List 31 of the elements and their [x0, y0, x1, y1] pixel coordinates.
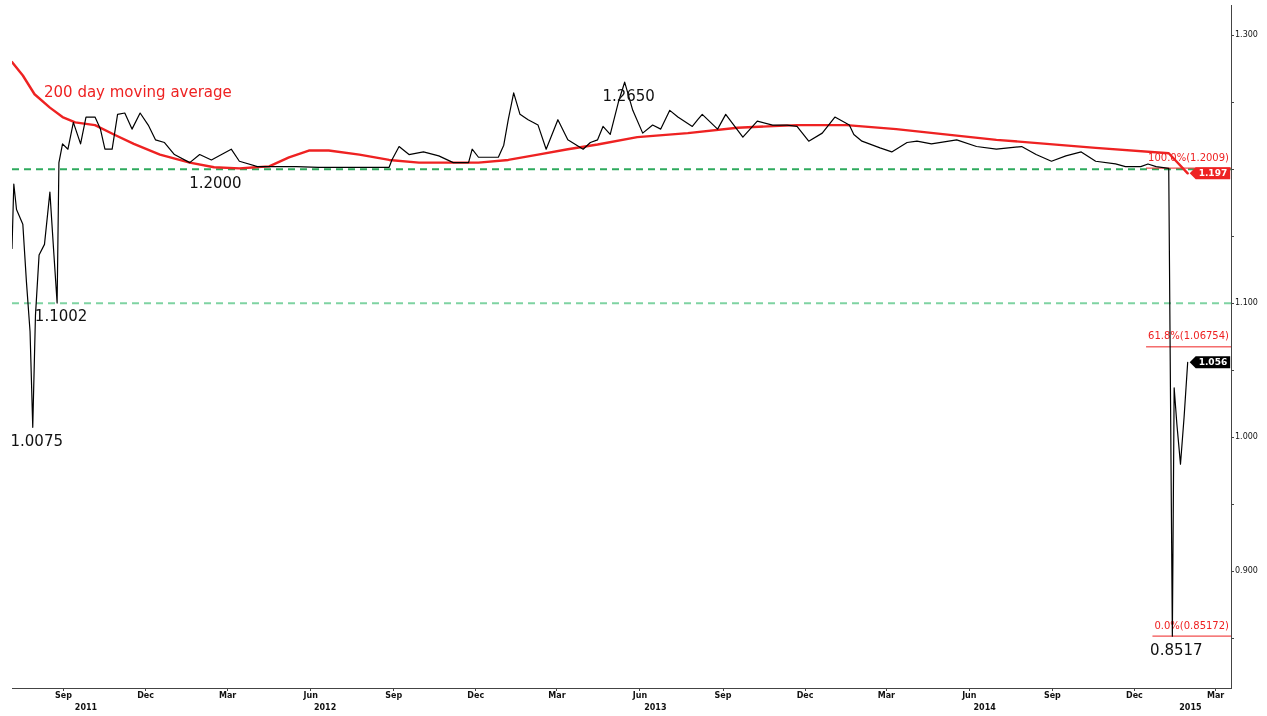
- x-tick-label: Mar: [218, 690, 237, 700]
- x-tick-label: Sep: [714, 690, 732, 700]
- annotation: 1.0075: [10, 431, 63, 450]
- x2-tick-label: 2014: [973, 702, 997, 712]
- data-label: 1.197: [1198, 168, 1228, 179]
- x-tick-label: Dec: [467, 690, 485, 700]
- x-tick-label: Sep: [54, 690, 73, 700]
- x2-tick-label: 2015: [1179, 702, 1202, 712]
- x-tick-label: Jun: [631, 690, 648, 700]
- x-tick-label: Jun: [961, 690, 977, 700]
- y-tick-label: 0.900: [1235, 566, 1258, 576]
- x-tick-label: Jun: [302, 690, 319, 700]
- data-label: 1.056: [1198, 357, 1228, 368]
- series-label: 200 day moving average: [44, 82, 232, 101]
- y-tick-label: 1.000: [1235, 432, 1258, 442]
- x-tick-label: Mar: [548, 690, 566, 700]
- x-tick-label: Mar: [877, 690, 896, 700]
- x-tick-label: Mar: [1207, 690, 1225, 700]
- x-tick-label: Dec: [1126, 690, 1144, 700]
- x-tick-label: Sep: [1043, 690, 1062, 700]
- annotation: 1.1002: [34, 307, 88, 326]
- annotation: 1.2000: [189, 173, 242, 192]
- x-tick-label: Sep: [385, 690, 403, 700]
- y-tick-label: 1.100: [1235, 298, 1258, 308]
- x2-tick-label: 2011: [74, 702, 98, 712]
- x-tick-label: Dec: [796, 690, 814, 700]
- x2-tick-label: 2012: [313, 702, 337, 712]
- x-tick-label: Dec: [137, 690, 155, 700]
- annotation: 0.8517: [1150, 640, 1203, 659]
- y-tick-label: 1.300: [1235, 30, 1258, 40]
- x2-tick-label: 2013: [644, 702, 667, 712]
